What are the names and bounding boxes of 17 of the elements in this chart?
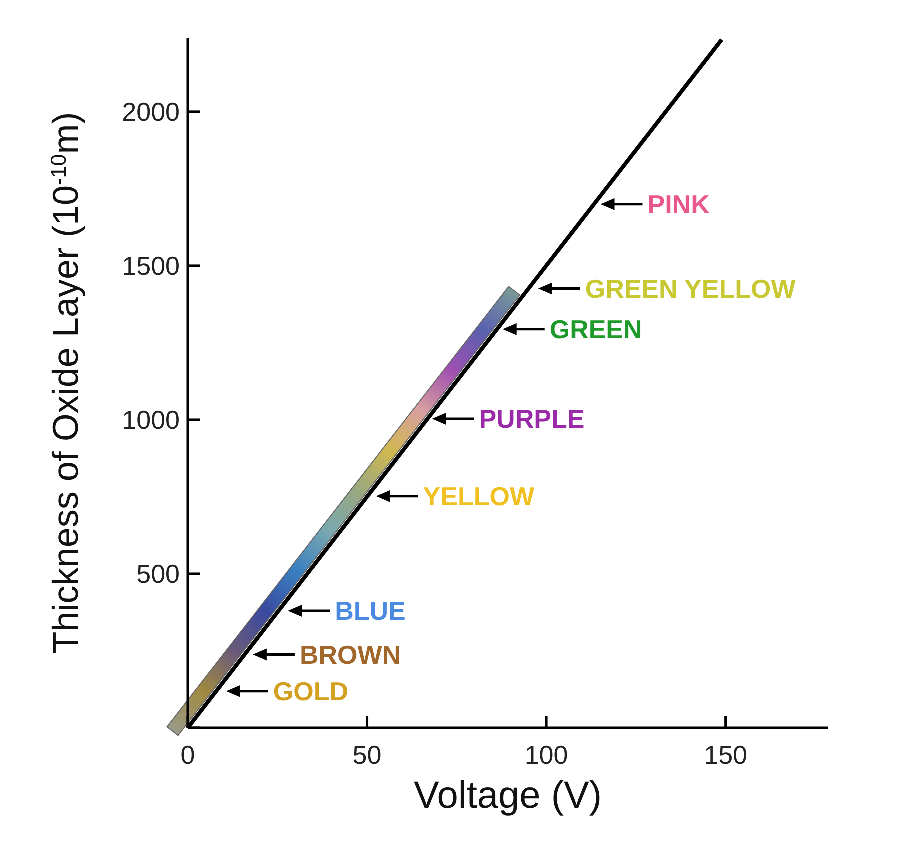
x-tick-label: 150 [704,740,748,770]
annotation: PINK [648,189,710,220]
annotation: GREEN YELLOW [585,274,796,304]
y-tick-label: 1500 [122,251,180,282]
annotation: YELLOW [423,481,535,512]
x-axis-title: Voltage (V) [414,775,602,817]
y-tick-label: 1000 [122,405,180,436]
x-tick-label: 100 [524,740,568,770]
x-tick-label: 0 [180,740,196,770]
y-tick-label: 2000 [122,97,180,128]
annotation: GOLD [273,676,349,706]
annotation: PURPLE [479,404,585,434]
annotation: BLUE [335,596,406,626]
annotation: GREEN [550,314,642,344]
y-tick-label: 500 [136,559,180,590]
x-tick-label: 50 [352,740,382,770]
annotation: BROWN [300,640,402,670]
